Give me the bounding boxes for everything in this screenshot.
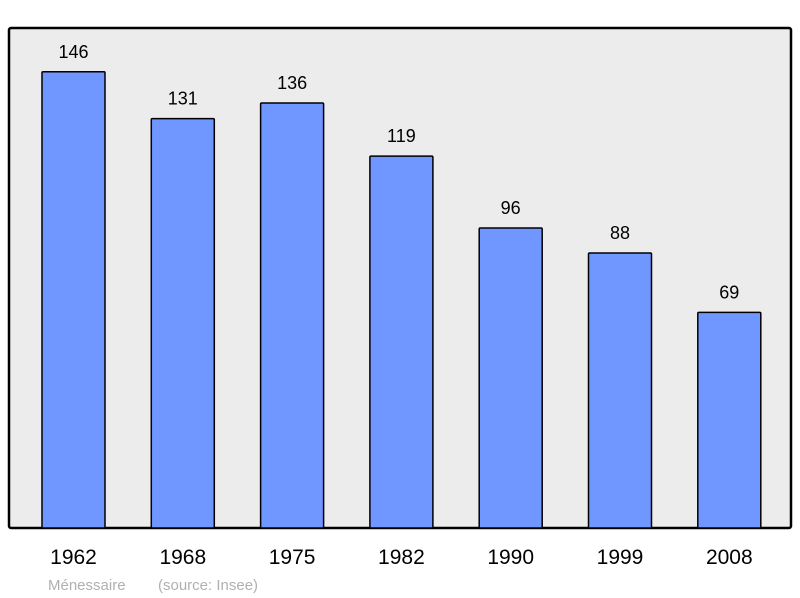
x-tick-label: 1962 <box>50 546 97 569</box>
bar-1968 <box>150 117 216 529</box>
footer-source: (source: Insee) <box>158 577 258 594</box>
x-tick-label: 1990 <box>487 546 534 569</box>
bar-1990 <box>478 227 543 529</box>
bar-1962 <box>41 71 106 529</box>
value-label: 136 <box>277 73 307 93</box>
value-label: 146 <box>58 42 88 62</box>
bar-1975 <box>259 102 325 529</box>
x-tick-label: 2008 <box>706 546 753 569</box>
value-label: 96 <box>501 198 521 218</box>
bar-1982 <box>369 155 434 529</box>
x-tick-label: 1982 <box>378 546 425 569</box>
x-tick-label: 1975 <box>269 546 316 569</box>
bar-1999 <box>587 252 653 529</box>
value-label: 119 <box>387 126 416 146</box>
x-tick-label: 1968 <box>159 546 206 569</box>
bar-2008 <box>697 311 762 529</box>
value-label: 69 <box>719 282 739 302</box>
x-tick-label: 1999 <box>597 546 644 569</box>
value-label: 131 <box>168 89 198 109</box>
value-label: 88 <box>610 223 630 243</box>
footer-place: Ménessaire <box>48 577 126 594</box>
